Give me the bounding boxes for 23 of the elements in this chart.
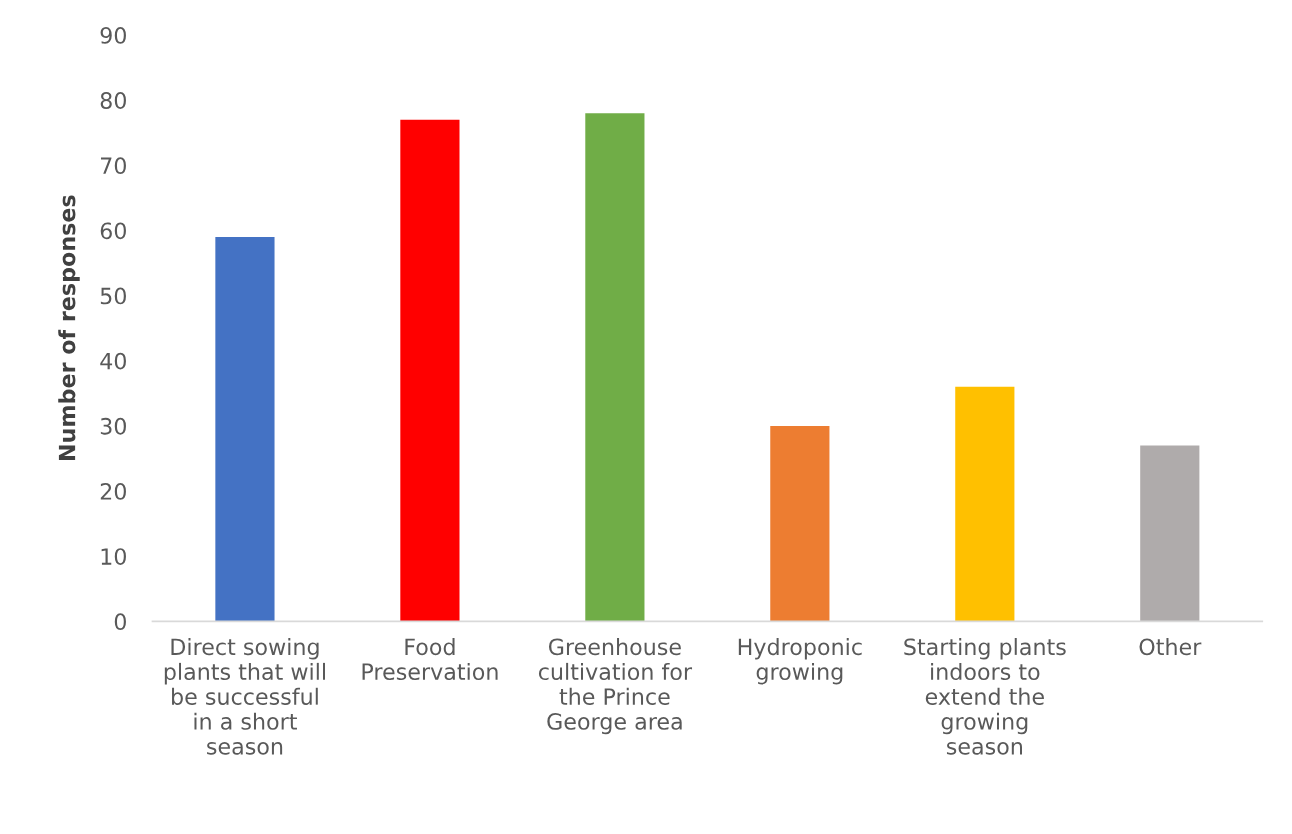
y-tick-label: 60 [100,222,126,240]
y-tick-label: 70 [101,157,126,175]
y-tick-label: 40 [100,352,126,370]
y-axis-title: Number of responses [58,195,80,460]
y-tick-label: 30 [100,417,126,435]
x-tick-label: Hydroponic growing [738,638,862,685]
bar [585,113,645,622]
y-tick-label: 0 [114,613,126,631]
x-tick-label: Greenhouse cultivation for the Prince George area [538,638,693,735]
x-tick-label: Direct sowing plants that will be successful in a short season [164,638,325,755]
bar [955,386,1015,622]
y-tick-label: 50 [100,287,126,305]
bar [215,236,275,622]
x-tick-label: Starting plants indoors to extend the growing season [904,638,1066,755]
y-tick-label: 80 [100,92,126,109]
y-tick-label: 90 [100,26,126,44]
bar [1140,445,1200,622]
bar [400,119,460,622]
y-tick-label: 20 [100,482,126,500]
x-tick-label: Other [1139,638,1202,656]
x-tick-label: Food Preservation [362,638,498,681]
bar [770,425,830,622]
y-tick-label: 10 [101,548,126,565]
